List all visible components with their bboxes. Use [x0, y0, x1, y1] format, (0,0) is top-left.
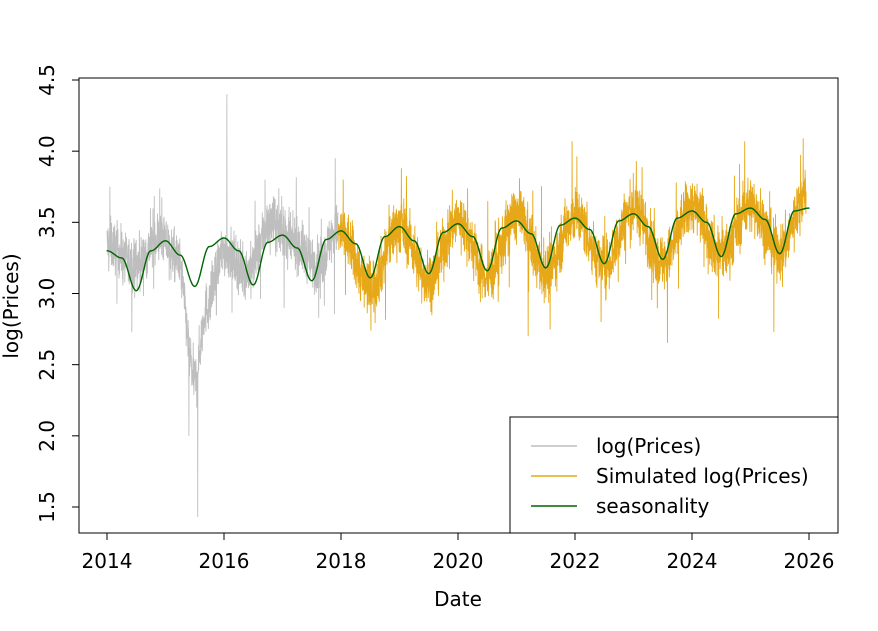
x-tick-label: 2026: [784, 549, 835, 573]
x-tick-label: 2024: [667, 549, 718, 573]
plot-data-layer: [106, 94, 810, 517]
seasonality-point: [384, 235, 386, 238]
seasonality-point: [194, 285, 196, 287]
seasonality-point: [530, 233, 532, 235]
series-simulated-log-prices: [337, 138, 807, 344]
seasonality-point: [720, 255, 722, 258]
seasonality-point: [413, 240, 415, 242]
seasonality-point: [486, 270, 488, 272]
x-axis: 2014 2016 2018 2020 2022 2024 2026: [82, 532, 835, 573]
seasonality-point: [164, 240, 167, 242]
seasonality-point: [706, 221, 708, 223]
x-tick-label: 2022: [550, 549, 601, 573]
seasonality-point: [179, 254, 181, 256]
seasonality-point: [515, 220, 518, 222]
seasonality-point: [793, 210, 795, 212]
seasonality-point: [355, 243, 357, 245]
seasonality-point: [398, 226, 401, 228]
seasonality-point: [603, 263, 605, 265]
seasonality-point: [340, 230, 342, 232]
seasonality-point: [589, 228, 591, 231]
y-tick-label: 4.5: [35, 64, 59, 96]
seasonality-point: [735, 213, 737, 215]
seasonality-point: [749, 207, 752, 209]
y-tick-label: 1.5: [35, 491, 59, 523]
x-tick-label: 2020: [433, 549, 484, 573]
seasonality-point: [369, 277, 371, 279]
y-tick-label: 4.0: [35, 135, 59, 167]
seasonality-point: [662, 258, 664, 260]
seasonality-point: [501, 227, 503, 229]
seasonality-point: [135, 290, 137, 292]
y-tick-label: 2.0: [35, 420, 59, 452]
seasonality-point: [106, 250, 108, 252]
x-tick-label: 2016: [199, 549, 250, 573]
seasonality-point: [311, 280, 313, 282]
seasonality-point: [808, 207, 810, 209]
seasonality-point: [691, 210, 693, 212]
seasonality-point: [223, 237, 225, 239]
legend-label-seasonality: seasonality: [596, 494, 710, 518]
seasonality-point: [779, 253, 781, 255]
seasonality-point: [647, 226, 649, 228]
seasonality-point: [267, 241, 269, 243]
y-tick-label: 3.0: [35, 278, 59, 310]
y-tick-label: 2.5: [35, 349, 59, 381]
seasonality-point: [238, 250, 240, 252]
seasonality-point: [325, 238, 327, 241]
seasonality-point: [618, 220, 620, 222]
seasonality-point: [472, 235, 474, 238]
seasonality-point: [281, 234, 284, 236]
seasonality-point: [457, 223, 459, 225]
y-tick-label: 3.5: [35, 206, 59, 238]
x-tick-label: 2014: [82, 549, 133, 573]
legend-label-log-prices: log(Prices): [596, 434, 701, 458]
y-axis: 1.5 2.0 2.5 3.0 3.5 4.0 4.5: [35, 64, 80, 523]
seasonality-point: [676, 217, 678, 219]
seasonality-point: [428, 272, 430, 275]
legend-box: [509, 416, 839, 534]
seasonality-point: [296, 247, 298, 249]
legend: log(Prices) Simulated log(Prices) season…: [509, 416, 839, 534]
seasonality-point: [208, 245, 210, 248]
seasonality-point: [442, 231, 444, 233]
seasonality-point: [632, 213, 635, 215]
legend-label-simulated: Simulated log(Prices): [596, 464, 809, 488]
seasonality-point: [252, 284, 254, 286]
seasonality-point: [121, 257, 123, 259]
seasonality-point: [545, 267, 547, 269]
seasonality-point: [559, 224, 561, 226]
seasonality-point: [574, 217, 576, 219]
x-axis-title: Date: [434, 587, 482, 611]
seasonality-point: [150, 250, 152, 252]
y-axis-title: log(Prices): [0, 253, 23, 358]
series-log-prices: [106, 94, 339, 517]
seasonality-point: [764, 218, 766, 221]
x-tick-label: 2018: [316, 549, 367, 573]
